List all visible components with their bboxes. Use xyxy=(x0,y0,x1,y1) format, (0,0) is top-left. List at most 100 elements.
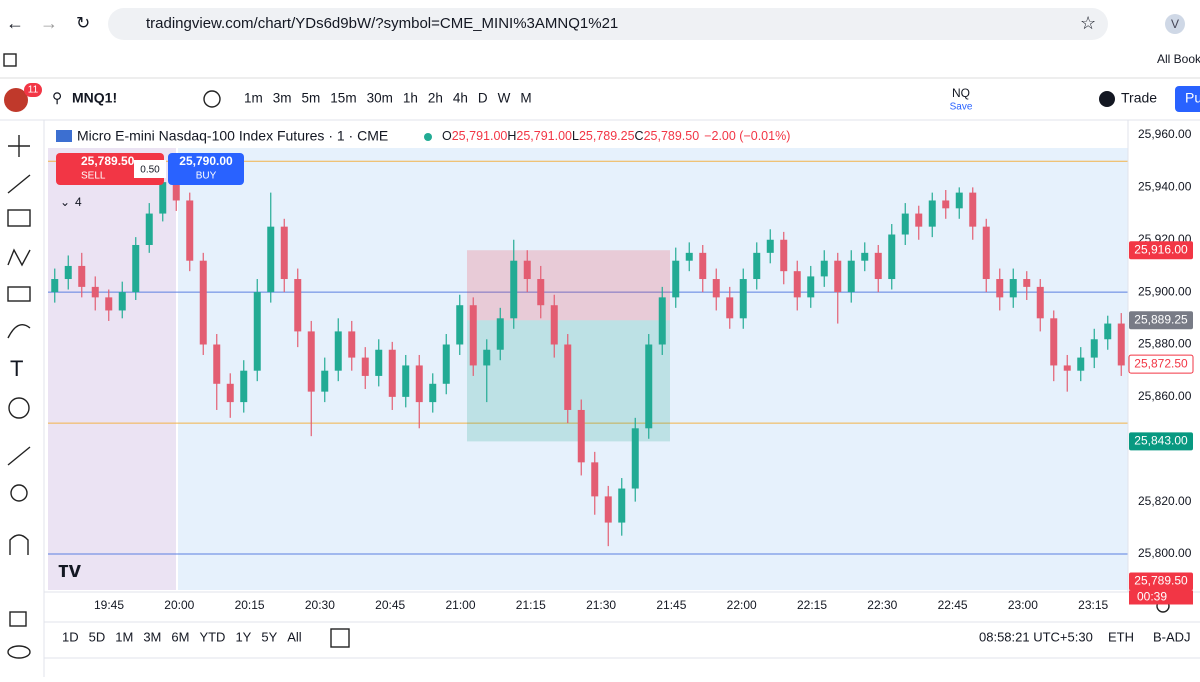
ohlc-change: −2.00 (−0.01%) xyxy=(704,129,790,143)
forward[interactable]: → xyxy=(40,13,58,33)
lock-tool[interactable] xyxy=(9,611,27,627)
range[interactable]: YTD xyxy=(199,629,225,644)
candle-body xyxy=(159,182,167,214)
candle-body xyxy=(672,260,680,298)
interval[interactable]: 30m xyxy=(367,91,393,106)
zoom-tool[interactable] xyxy=(10,484,28,502)
x-tick-label: 20:45 xyxy=(375,598,405,612)
star[interactable]: ☆ xyxy=(1080,13,1096,33)
save[interactable]: Save xyxy=(950,102,973,113)
publish-button[interactable] xyxy=(1175,86,1200,112)
plot-background xyxy=(48,148,1128,590)
interval[interactable]: M xyxy=(520,91,531,106)
interval[interactable]: W xyxy=(498,91,511,106)
candle-body xyxy=(240,370,248,403)
price-badge-label: 25,872.50 xyxy=(1134,356,1188,370)
candle-body xyxy=(604,496,612,523)
symbol-name: Micro E-mini Nasdaq-100 Index Futures · … xyxy=(77,128,388,144)
candle-body xyxy=(1090,339,1098,358)
logo[interactable] xyxy=(4,88,28,112)
hide-tool[interactable] xyxy=(7,645,31,659)
candle-body xyxy=(550,305,558,345)
clock: 08:58:21 UTC+5:30 xyxy=(979,629,1093,644)
candle-body xyxy=(820,260,828,277)
symbol[interactable]: MNQ1! xyxy=(72,90,117,106)
adjust[interactable]: B-ADJ xyxy=(1153,629,1191,644)
range[interactable]: 1D xyxy=(62,629,79,644)
forecast-tool[interactable] xyxy=(7,286,31,302)
candle-body xyxy=(982,226,990,280)
y-tick-label: 25,820.00 xyxy=(1138,494,1192,508)
plot xyxy=(48,160,1128,555)
add-compare[interactable] xyxy=(203,90,221,108)
price-badge xyxy=(1129,241,1193,260)
interval[interactable]: 5m xyxy=(302,91,321,106)
text-tool[interactable]: T xyxy=(10,356,23,381)
candle-body xyxy=(874,252,882,280)
indicator-count[interactable]: 4 xyxy=(75,195,82,209)
candle-body xyxy=(1104,323,1112,340)
range[interactable]: 6M xyxy=(171,629,189,644)
session[interactable]: ETH xyxy=(1108,629,1134,644)
y-tick-label: 25,860.00 xyxy=(1138,389,1192,403)
candle-body xyxy=(64,265,72,280)
candle-body xyxy=(955,192,963,209)
candle-body xyxy=(685,252,693,261)
fib-tool[interactable] xyxy=(7,209,31,227)
interval[interactable]: 2h xyxy=(428,91,443,106)
candle-body xyxy=(807,276,815,298)
layout-name[interactable]: NQ xyxy=(952,86,970,100)
date-range[interactable] xyxy=(330,628,350,648)
ohlc-o-key: O xyxy=(442,129,452,143)
intervals: 1m 3m 5m 15m 30m 1h 2h 4h D W M xyxy=(244,91,532,106)
buy-label: BUY xyxy=(196,171,217,182)
trend-tool[interactable] xyxy=(7,174,31,194)
range[interactable]: 5Y xyxy=(261,629,277,644)
range[interactable]: All xyxy=(287,629,302,644)
candle-body xyxy=(564,344,572,410)
countdown-box xyxy=(1129,590,1193,605)
ruler-tool[interactable] xyxy=(7,446,31,466)
brush-tool[interactable] xyxy=(7,324,31,339)
price-badge xyxy=(1128,354,1194,374)
candle-body xyxy=(226,383,234,403)
interval[interactable]: 4h xyxy=(453,91,468,106)
tv-logo: ᴛᴠ xyxy=(58,557,82,582)
back[interactable]: ← xyxy=(6,13,24,33)
address-bar[interactable] xyxy=(108,8,1108,40)
bookmarks[interactable]: All Book xyxy=(1157,52,1200,66)
candle-body xyxy=(712,279,720,298)
interval[interactable]: D xyxy=(478,91,488,106)
drawing-tools: T xyxy=(7,135,31,659)
countdown: 00:39 xyxy=(1137,590,1167,604)
reload[interactable]: ↻ xyxy=(76,13,90,32)
range[interactable]: 5D xyxy=(89,629,106,644)
spread-box xyxy=(134,160,166,178)
candle-body xyxy=(334,331,342,371)
interval[interactable]: 15m xyxy=(330,91,356,106)
trade[interactable]: Trade xyxy=(1121,90,1157,106)
indicator-toggle[interactable]: ⌄ xyxy=(60,195,70,209)
range[interactable]: 1M xyxy=(115,629,133,644)
candle-body xyxy=(469,305,477,366)
candle-body xyxy=(928,200,936,227)
range[interactable]: 3M xyxy=(143,629,161,644)
candle-body xyxy=(294,279,302,332)
candle-body xyxy=(861,252,869,261)
candle-body xyxy=(388,349,396,397)
pattern-tool[interactable] xyxy=(7,248,31,267)
avatar[interactable] xyxy=(1165,14,1185,34)
avatar-letter: V xyxy=(1171,17,1179,31)
highlight-range xyxy=(48,148,176,590)
x-tick-label: 21:30 xyxy=(586,598,616,612)
magnet-tool[interactable] xyxy=(9,534,29,555)
interval[interactable]: 1m xyxy=(244,91,263,106)
buy-button[interactable] xyxy=(168,153,244,185)
interval[interactable]: 3m xyxy=(273,91,292,106)
interval[interactable]: 1h xyxy=(403,91,418,106)
candle-body xyxy=(280,226,288,280)
search-icon[interactable]: ⚲ xyxy=(52,90,62,106)
range[interactable]: 1Y xyxy=(235,629,251,644)
apps[interactable] xyxy=(3,53,17,67)
emoji-tool[interactable] xyxy=(8,397,30,419)
